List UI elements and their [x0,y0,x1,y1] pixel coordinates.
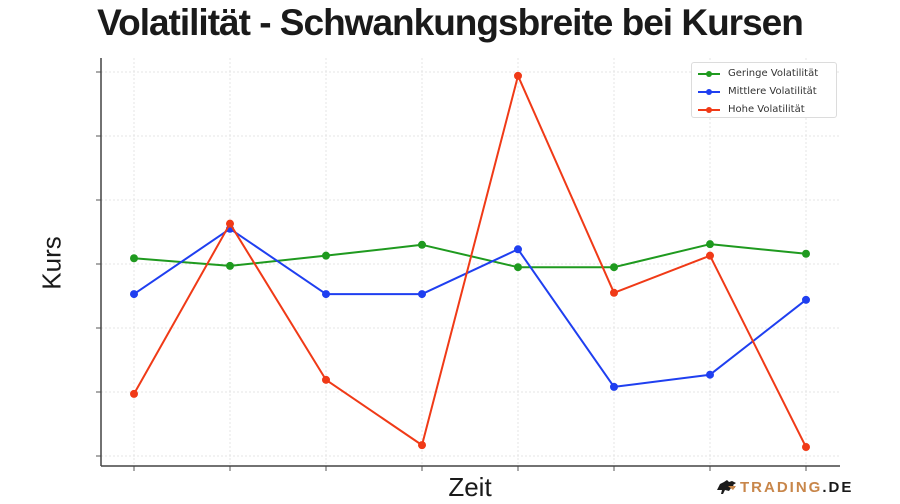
legend-label: Hohe Volatilität [728,104,805,115]
legend-item-high: Hohe Volatilität [698,101,836,118]
x-axis-label: Zeit [448,472,492,502]
y-axis-label: Kurs [36,236,67,290]
legend-swatch-icon [698,70,720,77]
bull-icon [717,480,736,494]
legend-item-medium: Mittlere Volatilität [698,83,836,100]
data-series [130,71,810,452]
legend-swatch-icon [698,88,720,95]
axes [96,58,840,471]
legend-label: Mittlere Volatilität [728,86,817,97]
logo-brand-text: TRADING [740,478,823,496]
chart-title: Volatilität - Schwankungsbreite bei Kurs… [97,2,804,43]
trading-de-logo: TRADING .DE [716,478,853,496]
legend: Geringe Volatilität Mittlere Volatilität… [691,62,837,118]
grid-lines [101,58,840,466]
legend-item-low: Geringe Volatilität [698,65,836,82]
logo-suffix-text: .DE [822,478,854,496]
legend-swatch-icon [698,106,720,113]
legend-label: Geringe Volatilität [728,68,819,79]
